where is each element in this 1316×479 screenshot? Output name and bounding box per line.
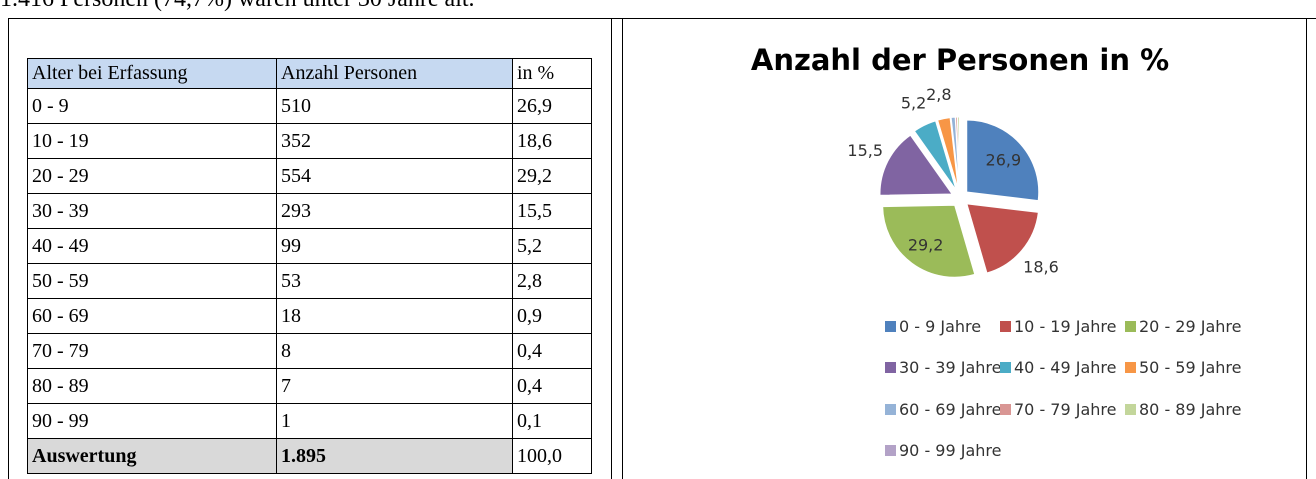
table-cell: 40 - 49 — [27, 228, 277, 264]
legend-swatch — [1125, 404, 1136, 415]
frame-line — [8, 18, 1316, 19]
table-row: 70 - 79 8 0,4 — [27, 333, 592, 369]
table-cell: 7 — [276, 368, 513, 404]
data-label: 26,9 — [986, 151, 1022, 170]
legend-swatch — [1000, 404, 1011, 415]
frame-line — [622, 18, 623, 479]
table-cell: 0,1 — [512, 403, 592, 439]
table-cell: 2,8 — [512, 263, 592, 299]
table-cell: 1.895 — [276, 438, 513, 474]
table-row: 50 - 59 53 2,8 — [27, 263, 592, 299]
table-cell: 10 - 19 — [27, 123, 277, 159]
pie-slice — [966, 119, 1040, 202]
legend-label: 90 - 99 Jahre — [899, 441, 1001, 460]
age-table: Alter bei Erfassung Anzahl Personen in % 0 … — [27, 58, 592, 474]
frame-line — [611, 18, 612, 479]
legend-swatch — [1125, 321, 1136, 332]
pie-slice — [879, 134, 953, 196]
table-row: 10 - 19 352 18,6 — [27, 123, 592, 159]
frame-line — [8, 18, 9, 479]
pie-slice — [882, 204, 976, 278]
table-cell: 29,2 — [512, 158, 592, 194]
legend-swatch — [885, 404, 896, 415]
legend-swatch — [1125, 362, 1136, 373]
table-row: 30 - 39 293 15,5 — [27, 193, 592, 229]
legend-swatch — [1000, 362, 1011, 373]
legend-label: 0 - 9 Jahre — [899, 317, 981, 336]
data-label: 18,6 — [1023, 258, 1059, 277]
pie-slice — [913, 120, 957, 191]
table-cell: 0,9 — [512, 298, 592, 334]
table-cell: 0,4 — [512, 368, 592, 404]
legend-swatch — [885, 321, 896, 332]
table-cell: 15,5 — [512, 193, 592, 229]
intro-text: 1.416 Personen (74,7%) waren unter 30 Ja… — [0, 0, 475, 13]
table-row: Auswertung 1.895 100,0 — [27, 438, 592, 474]
data-label: 29,2 — [908, 236, 944, 255]
table-row: Alter bei Erfassung Anzahl Personen in % — [27, 58, 592, 89]
pie-slice — [966, 203, 1039, 274]
legend-label: 60 - 69 Jahre — [899, 400, 1001, 419]
frame-line — [1306, 18, 1307, 479]
table-cell: 0 - 9 — [27, 88, 277, 124]
legend-label: 20 - 29 Jahre — [1139, 317, 1241, 336]
table-cell: 60 - 69 — [27, 298, 277, 334]
legend-label: 30 - 39 Jahre — [899, 358, 1001, 377]
table-row: 0 - 9 510 26,9 — [27, 88, 592, 124]
legend-swatch — [1000, 321, 1011, 332]
table-row: 40 - 49 99 5,2 — [27, 228, 592, 264]
table-cell: 100,0 — [512, 438, 592, 474]
table-cell: 53 — [276, 263, 513, 299]
table-cell: Anzahl Personen — [276, 58, 513, 89]
table-cell: 18,6 — [512, 123, 592, 159]
data-label: 2,8 — [926, 85, 951, 104]
table-cell: Alter bei Erfassung — [27, 58, 277, 89]
legend-label: 10 - 19 Jahre — [1014, 317, 1116, 336]
table-cell: in % — [512, 58, 592, 89]
table-cell: 0,4 — [512, 333, 592, 369]
legend-label: 50 - 59 Jahre — [1139, 358, 1241, 377]
table-cell: Auswertung — [27, 438, 277, 474]
table-cell: 8 — [276, 333, 513, 369]
legend-swatch — [885, 362, 896, 373]
table-cell: 510 — [276, 88, 513, 124]
table-cell: 1 — [276, 403, 513, 439]
legend-label: 40 - 49 Jahre — [1014, 358, 1116, 377]
table-cell: 26,9 — [512, 88, 592, 124]
legend-label: 80 - 89 Jahre — [1139, 400, 1241, 419]
chart-title: Anzahl der Personen in % — [751, 43, 1169, 77]
data-label: 15,5 — [847, 141, 883, 160]
table-cell: 50 - 59 — [27, 263, 277, 299]
data-label: 5,2 — [901, 93, 926, 112]
legend-label: 70 - 79 Jahre — [1014, 400, 1116, 419]
pie-slice — [937, 117, 959, 190]
table-cell: 30 - 39 — [27, 193, 277, 229]
legend-swatch — [885, 445, 896, 456]
